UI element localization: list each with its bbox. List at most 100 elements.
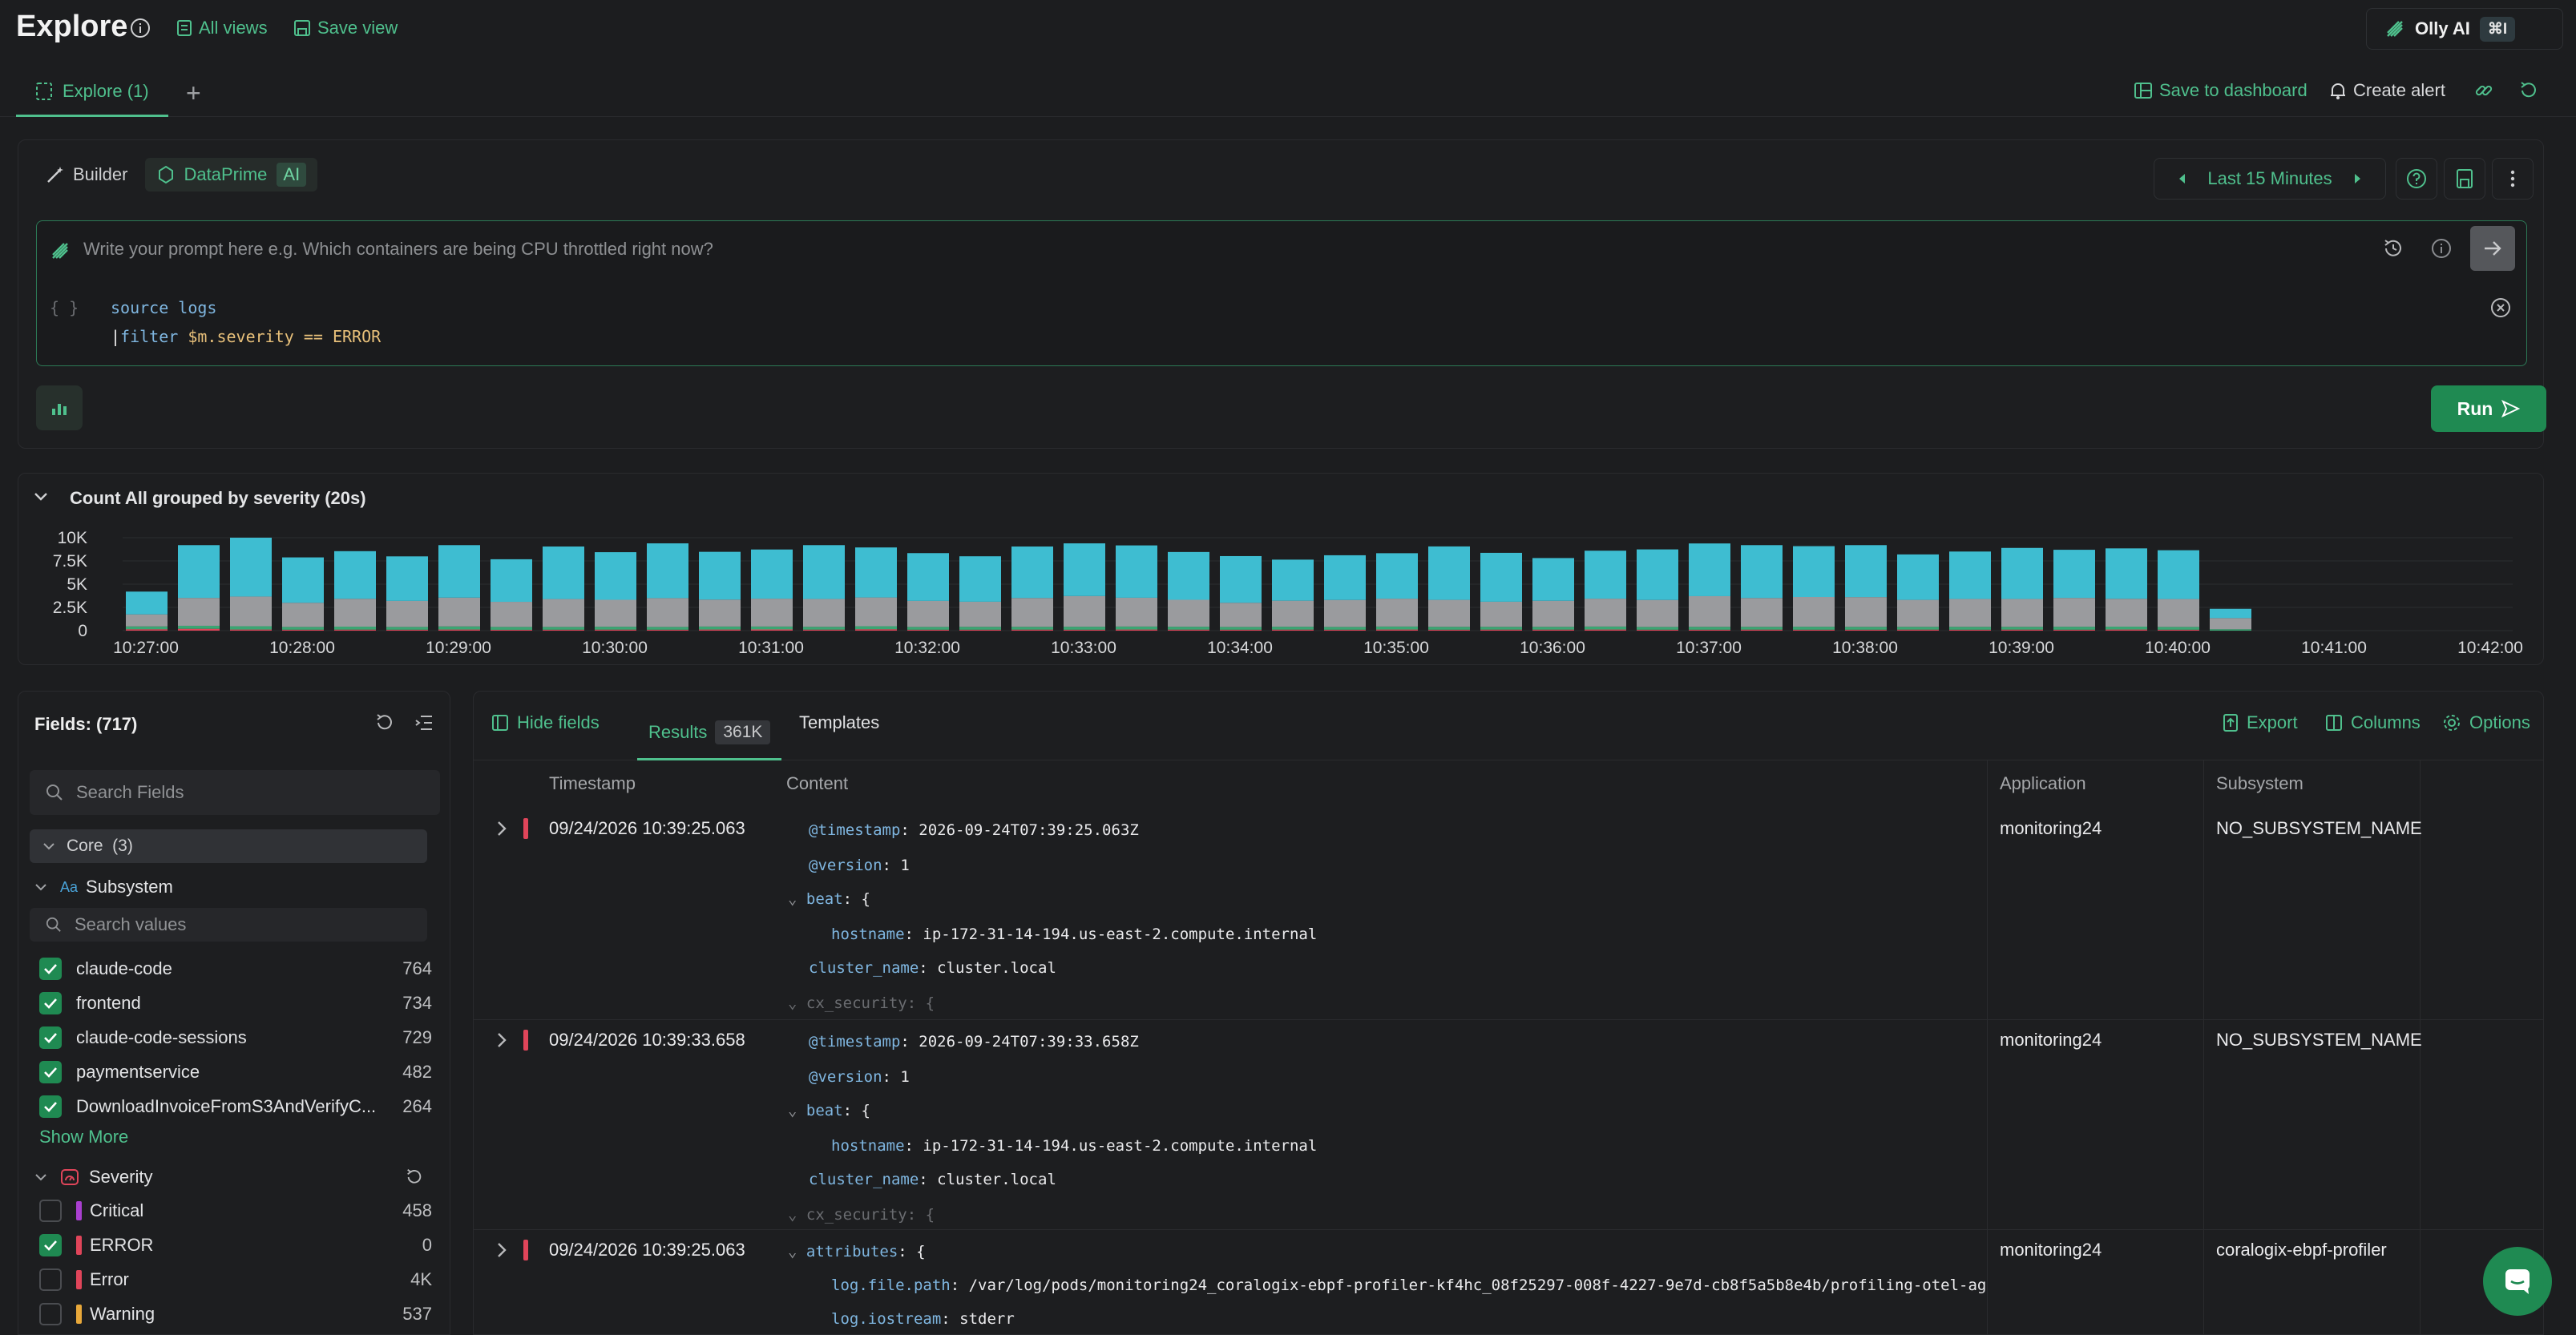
bar-segment[interactable] xyxy=(959,556,1001,602)
bar-segment[interactable] xyxy=(1116,629,1157,631)
checkbox[interactable] xyxy=(39,1026,62,1049)
tab-explore[interactable]: Explore (1) xyxy=(16,67,168,117)
bar-segment[interactable] xyxy=(1689,595,1730,627)
bar-segment[interactable] xyxy=(1949,599,1991,627)
bar-segment[interactable] xyxy=(126,626,168,630)
bar-segment[interactable] xyxy=(334,599,376,627)
checkbox[interactable] xyxy=(39,958,62,980)
save-view-link[interactable]: Save view xyxy=(293,18,398,38)
info-icon[interactable] xyxy=(2430,237,2453,260)
bar-segment[interactable] xyxy=(699,629,741,631)
bar-segment[interactable] xyxy=(230,538,272,597)
history-icon[interactable] xyxy=(2382,237,2404,260)
bar-segment[interactable] xyxy=(282,629,324,631)
bar-segment[interactable] xyxy=(751,549,793,599)
bar-segment[interactable] xyxy=(595,599,636,627)
time-range-picker[interactable]: Last 15 Minutes xyxy=(2154,158,2386,200)
severity-value-row[interactable]: Critical 458 xyxy=(39,1195,432,1227)
checkbox[interactable] xyxy=(39,992,62,1014)
bar-segment[interactable] xyxy=(959,601,1001,627)
bar-segment[interactable] xyxy=(1116,597,1157,627)
bar-segment[interactable] xyxy=(2158,627,2199,630)
bar-segment[interactable] xyxy=(1168,627,1209,630)
options-button[interactable]: Options xyxy=(2442,712,2530,733)
column-header-application[interactable]: Application xyxy=(2000,773,2086,793)
bar-segment[interactable] xyxy=(1220,603,1262,627)
bar-segment[interactable] xyxy=(1793,597,1835,627)
bar-segment[interactable] xyxy=(1897,627,1939,630)
bar-segment[interactable] xyxy=(1272,627,1314,630)
bar-segment[interactable] xyxy=(2158,550,2199,599)
bar-segment[interactable] xyxy=(1741,598,1783,627)
send-prompt-button[interactable] xyxy=(2470,226,2515,271)
columns-button[interactable]: Columns xyxy=(2325,712,2421,733)
bar-segment[interactable] xyxy=(2053,629,2095,631)
bar-segment[interactable] xyxy=(1272,629,1314,631)
bar-segment[interactable] xyxy=(1689,627,1730,630)
bar-segment[interactable] xyxy=(1532,600,1574,627)
log-row[interactable]: 09/24/2026 10:39:25.063 @timestamp: 2026… xyxy=(474,809,2543,1020)
bar-segment[interactable] xyxy=(907,600,949,627)
chevron-left-icon[interactable] xyxy=(2177,172,2186,185)
builder-mode-button[interactable]: Builder xyxy=(34,158,139,192)
bar-segment[interactable] xyxy=(855,597,897,627)
bar-segment[interactable] xyxy=(1428,546,1470,600)
bar-segment[interactable] xyxy=(959,629,1001,631)
bar-segment[interactable] xyxy=(699,626,741,630)
bar-segment[interactable] xyxy=(803,629,845,631)
bar-segment[interactable] xyxy=(386,556,428,601)
bar-segment[interactable] xyxy=(126,591,168,615)
bar-segment[interactable] xyxy=(1897,599,1939,627)
bar-segment[interactable] xyxy=(230,629,272,631)
run-button[interactable]: Run xyxy=(2431,385,2546,432)
bar-segment[interactable] xyxy=(438,545,480,598)
bar-segment[interactable] xyxy=(1011,547,1053,599)
bar-segment[interactable] xyxy=(699,551,741,600)
save-to-dashboard-button[interactable]: Save to dashboard xyxy=(2134,80,2307,101)
chat-support-button[interactable] xyxy=(2483,1247,2552,1316)
bar-segment[interactable] xyxy=(1532,627,1574,630)
reset-icon[interactable] xyxy=(405,1168,424,1187)
bar-segment[interactable] xyxy=(543,547,584,599)
bar-segment[interactable] xyxy=(1585,629,1626,631)
checkbox[interactable] xyxy=(39,1268,62,1291)
bar-segment[interactable] xyxy=(1897,554,1939,600)
bar-segment[interactable] xyxy=(1741,545,1783,599)
query-line-1[interactable]: source logs xyxy=(111,298,216,317)
bar-segment[interactable] xyxy=(2053,627,2095,630)
bar-segment[interactable] xyxy=(2210,608,2251,619)
bar-segment[interactable] xyxy=(2210,629,2251,631)
chevron-right-icon[interactable] xyxy=(496,820,507,837)
bar-segment[interactable] xyxy=(126,629,168,631)
bar-segment[interactable] xyxy=(1428,599,1470,627)
bar-segment[interactable] xyxy=(1324,555,1366,600)
bar-segment[interactable] xyxy=(647,598,688,627)
subsystem-value-row[interactable]: DownloadInvoiceFromS3AndVerifyC... 264 xyxy=(39,1091,432,1123)
bar-segment[interactable] xyxy=(1116,626,1157,630)
bar-segment[interactable] xyxy=(1272,600,1314,627)
bar-segment[interactable] xyxy=(1480,552,1522,602)
bar-segment[interactable] xyxy=(230,596,272,627)
checkbox[interactable] xyxy=(39,1200,62,1222)
ai-prompt-input[interactable]: Write your prompt here e.g. Which contai… xyxy=(83,239,713,259)
bar-segment[interactable] xyxy=(1480,629,1522,631)
severity-value-row[interactable]: ERROR 0 xyxy=(39,1229,432,1261)
bar-segment[interactable] xyxy=(1168,629,1209,631)
bar-segment[interactable] xyxy=(907,629,949,631)
search-fields-input[interactable]: Search Fields xyxy=(30,770,440,815)
bar-segment[interactable] xyxy=(1480,627,1522,630)
bar-segment[interactable] xyxy=(647,627,688,630)
bar-segment[interactable] xyxy=(334,629,376,631)
bar-segment[interactable] xyxy=(491,602,532,627)
link-icon[interactable] xyxy=(2473,80,2494,101)
bar-segment[interactable] xyxy=(803,627,845,630)
severity-value-row[interactable]: Warning 537 xyxy=(39,1298,432,1330)
checkbox[interactable] xyxy=(39,1303,62,1325)
bar-segment[interactable] xyxy=(907,553,949,601)
export-button[interactable]: Export xyxy=(2223,712,2298,733)
bar-segment[interactable] xyxy=(647,629,688,631)
bar-segment[interactable] xyxy=(1897,629,1939,631)
bar-segment[interactable] xyxy=(2053,598,2095,627)
column-header-subsystem[interactable]: Subsystem xyxy=(2216,773,2303,793)
bar-segment[interactable] xyxy=(386,629,428,631)
